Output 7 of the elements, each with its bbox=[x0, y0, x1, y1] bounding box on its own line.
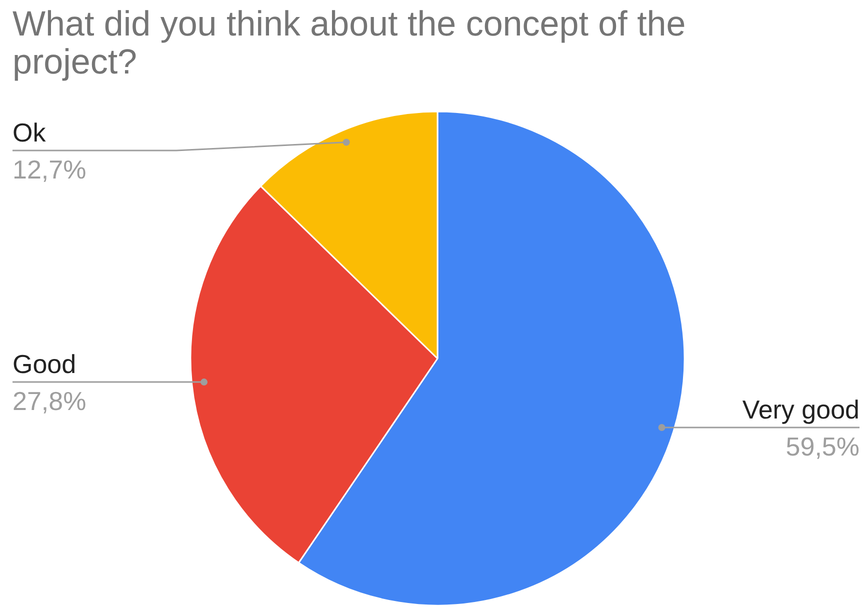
data-label: 59,5% bbox=[786, 431, 860, 462]
data-label: 27,8% bbox=[12, 386, 86, 416]
slice-label: Good bbox=[12, 349, 76, 380]
slice-label: Very good bbox=[742, 394, 860, 424]
slice-label: Ok bbox=[12, 118, 47, 148]
data-label: 12,7% bbox=[12, 154, 86, 184]
chart-title: What did you think about the concept of the project? bbox=[12, 4, 686, 82]
